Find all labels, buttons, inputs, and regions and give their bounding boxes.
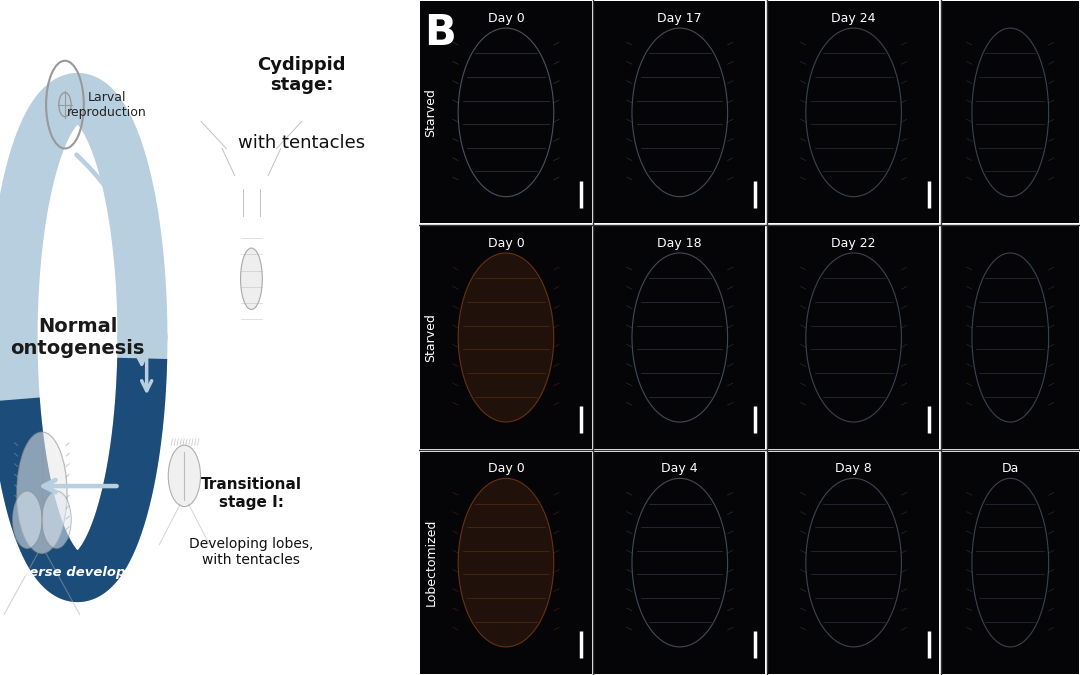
Bar — [768, 452, 940, 674]
Ellipse shape — [42, 491, 71, 548]
Bar — [420, 226, 592, 449]
Text: Reverse development: Reverse development — [2, 566, 164, 579]
Text: Day 8: Day 8 — [835, 462, 872, 475]
Text: Cydippid
stage:: Cydippid stage: — [257, 56, 346, 95]
Ellipse shape — [17, 432, 67, 554]
Bar — [768, 226, 940, 449]
Bar — [594, 226, 766, 449]
Ellipse shape — [458, 253, 554, 422]
Bar — [942, 226, 1079, 449]
Bar — [420, 1, 592, 223]
Text: Day 24: Day 24 — [832, 12, 876, 25]
Text: Normal
ontogenesis: Normal ontogenesis — [11, 317, 145, 358]
Bar — [594, 452, 766, 674]
Text: Day 0: Day 0 — [487, 462, 524, 475]
Bar — [420, 452, 592, 674]
Text: Day 17: Day 17 — [658, 12, 702, 25]
Text: Da: Da — [1001, 462, 1018, 475]
Text: Day 22: Day 22 — [832, 237, 876, 250]
Text: Day 18: Day 18 — [658, 237, 702, 250]
Text: Day 4: Day 4 — [661, 462, 698, 475]
Text: Day 0: Day 0 — [487, 12, 524, 25]
Bar — [942, 1, 1079, 223]
Text: B: B — [424, 12, 456, 54]
Text: Transitional
stage I:: Transitional stage I: — [201, 477, 302, 510]
Bar — [768, 1, 940, 223]
Text: Starved: Starved — [424, 88, 437, 137]
Text: Lobectomized: Lobectomized — [424, 519, 437, 606]
Ellipse shape — [13, 491, 42, 548]
Text: Developing lobes,
with tentacles: Developing lobes, with tentacles — [189, 537, 313, 567]
Text: Larval
reproduction: Larval reproduction — [67, 90, 147, 119]
Ellipse shape — [458, 479, 554, 647]
Text: Starved: Starved — [424, 313, 437, 362]
Bar — [594, 1, 766, 223]
Text: Day 0: Day 0 — [487, 237, 524, 250]
Ellipse shape — [168, 446, 201, 506]
Ellipse shape — [241, 248, 262, 309]
Bar — [942, 452, 1079, 674]
Text: with tentacles: with tentacles — [239, 134, 365, 152]
